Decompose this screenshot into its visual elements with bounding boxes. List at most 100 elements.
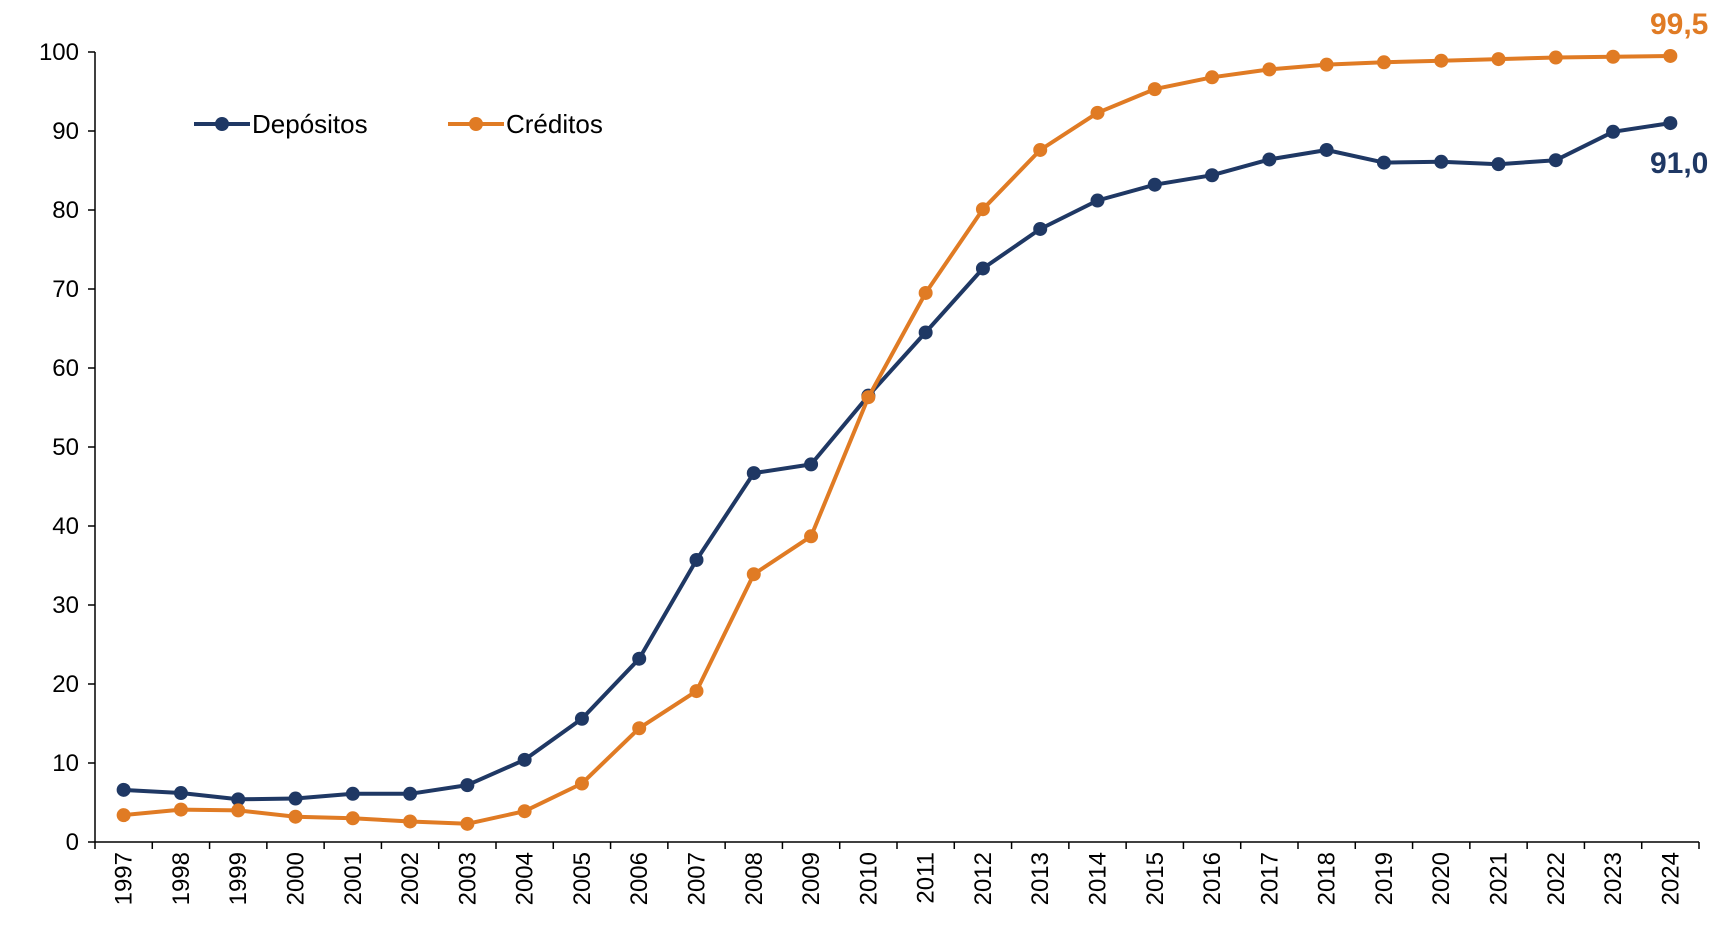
data-point: [1033, 221, 1048, 236]
x-tick-label: 2000: [283, 852, 310, 905]
x-tick-label: 2016: [1199, 852, 1226, 905]
end-value-annotations: 99,5 91,0: [1650, 8, 1708, 180]
series-1: [116, 48, 1678, 831]
end-value-label: 99,5: [1650, 8, 1708, 41]
data-point: [574, 776, 589, 791]
data-point: [517, 752, 532, 767]
data-point: [116, 808, 131, 823]
data-point: [632, 651, 647, 666]
data-point: [1663, 48, 1678, 63]
x-tick-label: 2001: [340, 852, 367, 905]
y-tick-label: 30: [52, 592, 79, 619]
x-tick-label: 2015: [1142, 852, 1169, 905]
data-point: [460, 778, 475, 793]
data-point: [1548, 153, 1563, 168]
series-0: [116, 116, 1678, 807]
legend-marker: [215, 117, 229, 131]
data-point: [1147, 177, 1162, 192]
x-tick-label: 2010: [855, 852, 882, 905]
x-tick-label: 2014: [1085, 852, 1112, 905]
data-point: [1606, 124, 1621, 139]
legend-marker: [469, 117, 483, 131]
data-point: [231, 803, 246, 818]
data-point: [975, 261, 990, 276]
data-point: [1033, 142, 1048, 157]
data-point: [574, 711, 589, 726]
legend-label: Créditos: [506, 109, 603, 139]
data-point: [1090, 193, 1105, 208]
x-tick-label: 2013: [1027, 852, 1054, 905]
legend-label: Depósitos: [252, 109, 368, 139]
data-point: [403, 786, 418, 801]
data-point: [231, 792, 246, 807]
x-tick-label: 2012: [970, 852, 997, 905]
y-tick-label: 70: [52, 276, 79, 303]
series-layer: [116, 48, 1678, 831]
legend: Depósitos Créditos: [194, 109, 603, 139]
x-tick-label: 2002: [397, 852, 424, 905]
y-tick-label: 60: [52, 355, 79, 382]
data-point: [1663, 116, 1678, 131]
data-point: [861, 390, 876, 405]
data-point: [1434, 154, 1449, 169]
x-tick-label: 2007: [684, 852, 711, 905]
x-tick-label: 2021: [1486, 852, 1513, 905]
data-point: [517, 804, 532, 819]
data-point: [746, 466, 761, 481]
x-tick-label: 2004: [512, 852, 539, 905]
x-tick-label: 2020: [1428, 852, 1455, 905]
data-point: [403, 814, 418, 829]
y-tick-label: 10: [52, 750, 79, 777]
x-tick-label: 2024: [1657, 852, 1684, 905]
series-line: [121, 121, 1673, 802]
x-tick-label: 2009: [798, 852, 825, 905]
data-point: [918, 285, 933, 300]
data-point: [1319, 142, 1334, 157]
x-tick-label: 2023: [1600, 852, 1627, 905]
data-point: [804, 529, 819, 544]
data-point: [689, 684, 704, 699]
x-tick-label: 2019: [1371, 852, 1398, 905]
data-point: [746, 567, 761, 582]
x-axis-ticks: 1997 1998 1999 2000 2001 2002 2003 2004 2005 2006…: [94, 842, 1700, 905]
y-tick-label: 90: [52, 118, 79, 145]
y-axis-ticks: 0 10 20 30 40 50 60 70 80 90 100: [39, 39, 95, 856]
data-point: [1376, 55, 1391, 70]
x-tick-label: 1999: [225, 852, 252, 905]
data-point: [288, 791, 303, 806]
x-tick-label: 2003: [454, 852, 481, 905]
data-point: [1491, 157, 1506, 172]
data-point: [116, 782, 131, 797]
data-point: [1090, 105, 1105, 120]
x-tick-label: 2006: [626, 852, 653, 905]
data-point: [975, 202, 990, 217]
data-point: [1319, 57, 1334, 72]
data-point: [460, 816, 475, 831]
x-tick-label: 2017: [1256, 852, 1283, 905]
x-tick-label: 2008: [741, 852, 768, 905]
data-point: [1147, 82, 1162, 97]
x-tick-label: 2011: [913, 852, 940, 904]
y-tick-label: 20: [52, 671, 79, 698]
y-tick-label: 100: [39, 39, 79, 66]
data-point: [173, 802, 188, 817]
data-point: [1205, 70, 1220, 85]
data-point: [345, 811, 360, 826]
data-point: [1491, 52, 1506, 67]
x-tick-label: 1997: [111, 852, 138, 905]
data-point: [1205, 168, 1220, 183]
data-point: [689, 552, 704, 567]
data-point: [918, 325, 933, 340]
y-tick-label: 40: [52, 513, 79, 540]
x-tick-label: 1998: [168, 852, 195, 905]
data-point: [288, 809, 303, 824]
y-tick-label: 80: [52, 197, 79, 224]
data-point: [1434, 53, 1449, 68]
x-tick-label: 2018: [1314, 852, 1341, 905]
data-point: [1606, 49, 1621, 64]
axes: [94, 52, 1699, 843]
data-point: [345, 786, 360, 801]
y-tick-label: 0: [66, 829, 79, 856]
data-point: [1262, 62, 1277, 77]
x-tick-label: 2022: [1543, 852, 1570, 905]
